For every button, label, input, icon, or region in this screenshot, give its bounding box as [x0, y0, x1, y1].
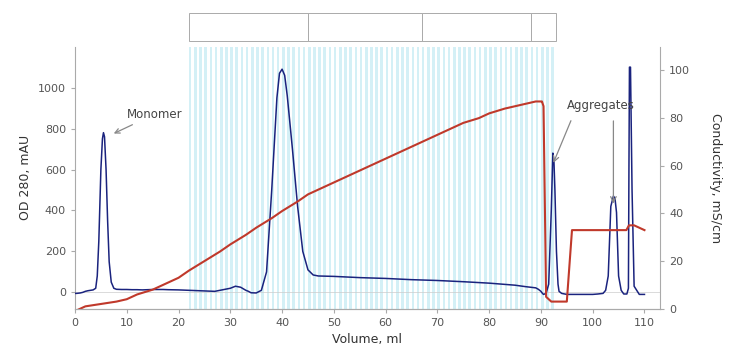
Bar [530, 13, 556, 41]
Bar [200, 47, 202, 309]
Text: A/15–A/30: A/15–A/30 [338, 22, 392, 32]
Bar [484, 47, 487, 309]
Bar [541, 47, 544, 309]
Bar [277, 47, 280, 309]
Bar [272, 47, 274, 309]
Text: A/47..: A/47.. [528, 22, 559, 32]
Bar [536, 47, 538, 309]
Bar [469, 47, 471, 309]
Bar [505, 47, 507, 309]
Bar [417, 47, 419, 309]
Bar [350, 47, 352, 309]
Bar [546, 47, 549, 309]
Bar [478, 47, 482, 309]
Text: A/31–A/46: A/31–A/46 [450, 22, 503, 32]
Bar [328, 47, 332, 309]
Bar [303, 47, 305, 309]
Bar [344, 47, 346, 309]
Text: Monomer: Monomer [115, 108, 182, 133]
Bar [323, 47, 326, 309]
Bar [314, 47, 316, 309]
Bar [261, 47, 264, 309]
Bar [412, 47, 414, 309]
Bar [246, 47, 248, 309]
Bar [391, 47, 394, 309]
X-axis label: Volume, ml: Volume, ml [332, 333, 403, 346]
Bar [380, 47, 383, 309]
Bar [241, 47, 243, 309]
Bar [189, 13, 308, 41]
Bar [551, 47, 554, 309]
Bar [442, 47, 446, 309]
Bar [406, 47, 409, 309]
Bar [318, 47, 321, 309]
Bar [515, 47, 517, 309]
Bar [194, 47, 196, 309]
Bar [225, 47, 228, 309]
Bar [464, 47, 466, 309]
Bar [500, 47, 502, 309]
Bar [375, 47, 378, 309]
Bar [308, 47, 310, 309]
Bar [474, 47, 476, 309]
Bar [251, 47, 254, 309]
Bar [386, 47, 388, 309]
Bar [365, 47, 368, 309]
Bar [334, 47, 337, 309]
Bar [214, 47, 217, 309]
Bar [437, 47, 440, 309]
Bar [308, 13, 422, 41]
Bar [298, 47, 300, 309]
Bar [236, 47, 238, 309]
Bar [432, 47, 435, 309]
Bar [396, 47, 398, 309]
Y-axis label: Conductivity, mS/cm: Conductivity, mS/cm [710, 113, 722, 243]
Text: A/1–A/14: A/1–A/14 [225, 22, 272, 32]
Bar [287, 47, 290, 309]
Bar [427, 47, 430, 309]
Bar [422, 13, 530, 41]
Bar [355, 47, 357, 309]
Bar [189, 47, 191, 309]
Bar [494, 47, 497, 309]
Bar [256, 47, 259, 309]
Bar [220, 47, 223, 309]
Bar [209, 47, 212, 309]
Bar [458, 47, 460, 309]
Bar [360, 47, 362, 309]
Bar [448, 47, 450, 309]
Bar [266, 47, 269, 309]
Bar [526, 47, 528, 309]
Bar [230, 47, 233, 309]
Bar [282, 47, 285, 309]
Bar [292, 47, 295, 309]
Bar [422, 47, 424, 309]
Bar [520, 47, 523, 309]
Bar [205, 47, 207, 309]
Bar [489, 47, 492, 309]
Bar [453, 47, 455, 309]
Text: Aggregates: Aggregates [567, 99, 634, 112]
Bar [530, 47, 533, 309]
Bar [370, 47, 373, 309]
Y-axis label: OD 280, mAU: OD 280, mAU [20, 135, 32, 220]
Bar [510, 47, 512, 309]
Bar [339, 47, 341, 309]
Bar [401, 47, 404, 309]
